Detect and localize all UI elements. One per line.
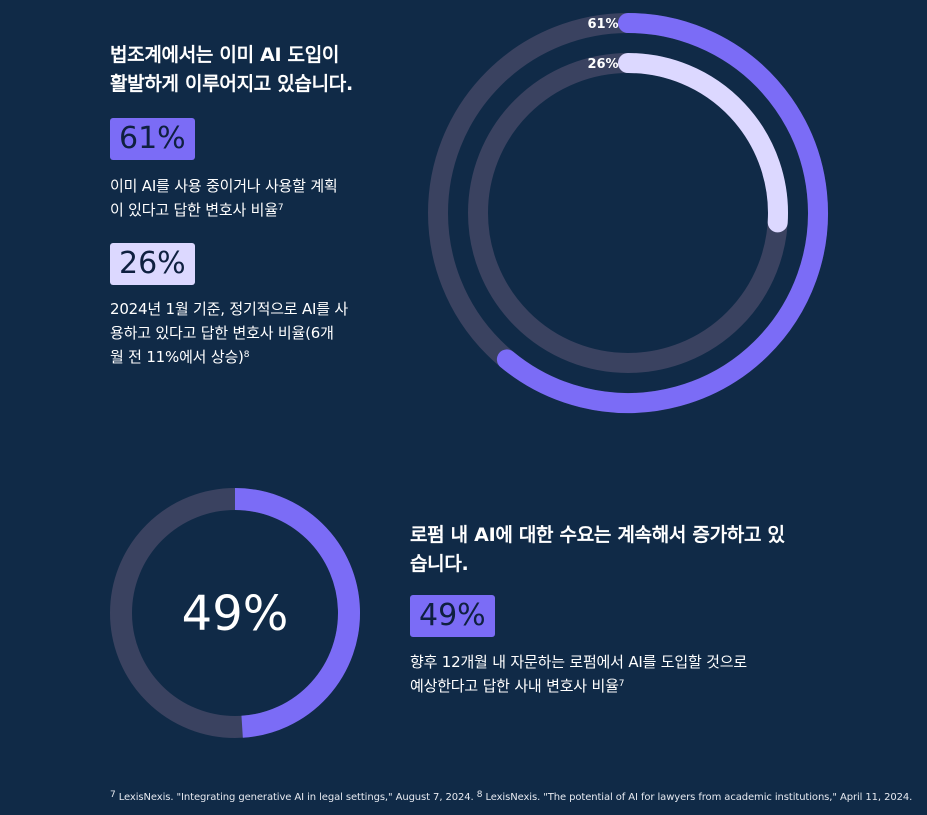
section2-title: 로펌 내 AI에 대한 수요는 계속해서 증가하고 있 습니다. [410, 521, 785, 579]
stat3-desc-line1: 향후 12개월 내 자문하는 로펌에서 AI를 도입할 것으로 [410, 653, 747, 671]
footnotes: 7 LexisNexis. "Integrating generative AI… [110, 790, 913, 803]
stat3-desc-line2: 예상한다고 답한 사내 변호사 비율 [410, 677, 619, 695]
stat2-description: 2024년 1월 기준, 정기적으로 AI를 사 용하고 있다고 답한 변호사 … [110, 297, 348, 369]
stat2-badge: 26% [110, 243, 195, 285]
inner-ring-arc-26 [618, 53, 788, 233]
stat1-description: 이미 AI를 사용 중이거나 사용할 계획 이 있다고 답한 변호사 비율7 [110, 174, 338, 222]
stat1-desc-line2: 이 있다고 답한 변호사 비율 [110, 201, 278, 219]
stat1-desc-line1: 이미 AI를 사용 중이거나 사용할 계획 [110, 177, 338, 195]
concentric-donut-chart: 61% 26% [428, 13, 828, 413]
section2-title-line2: 습니다. [410, 553, 469, 575]
stat1-value: 61% [110, 118, 195, 160]
donut-chart: 49% [110, 488, 360, 738]
stat3-badge: 49% [410, 595, 495, 637]
stat2-desc-line2: 용하고 있다고 답한 변호사 비율(6개 [110, 324, 334, 342]
stat2-desc-line3: 월 전 11%에서 상승) [110, 348, 244, 366]
section2-title-line1: 로펌 내 AI에 대한 수요는 계속해서 증가하고 있 [410, 524, 785, 546]
stat2-footnote-ref: 8 [243, 350, 250, 360]
donut-center-value: 49% [182, 586, 289, 642]
stat2-value: 26% [110, 243, 195, 285]
footnote-8-ref: 8 [476, 790, 483, 800]
stat1-badge: 61% [110, 118, 195, 160]
footnote-7-ref: 7 [110, 790, 116, 800]
section1-title-line1: 법조계에서는 이미 AI 도입이 [110, 44, 340, 66]
section1-title: 법조계에서는 이미 AI 도입이 활발하게 이루어지고 있습니다. [110, 41, 353, 99]
donut-arc-49 [234, 488, 360, 738]
stat2-desc-line1: 2024년 1월 기준, 정기적으로 AI를 사 [110, 300, 349, 318]
footnote-8-text: LexisNexis. "The potential of AI for law… [485, 792, 913, 803]
outer-ring-label: 61% [587, 17, 618, 32]
footnote-7-text: LexisNexis. "Integrating generative AI i… [118, 792, 474, 803]
stat1-footnote-ref: 7 [277, 203, 284, 213]
section1-title-line2: 활발하게 이루어지고 있습니다. [110, 73, 353, 95]
inner-ring-label: 26% [587, 57, 618, 72]
stat3-value: 49% [410, 595, 495, 637]
stat3-description: 향후 12개월 내 자문하는 로펌에서 AI를 도입할 것으로 예상한다고 답한… [410, 650, 747, 698]
outer-ring-arc-61 [496, 13, 828, 413]
stat3-footnote-ref: 7 [618, 679, 625, 689]
